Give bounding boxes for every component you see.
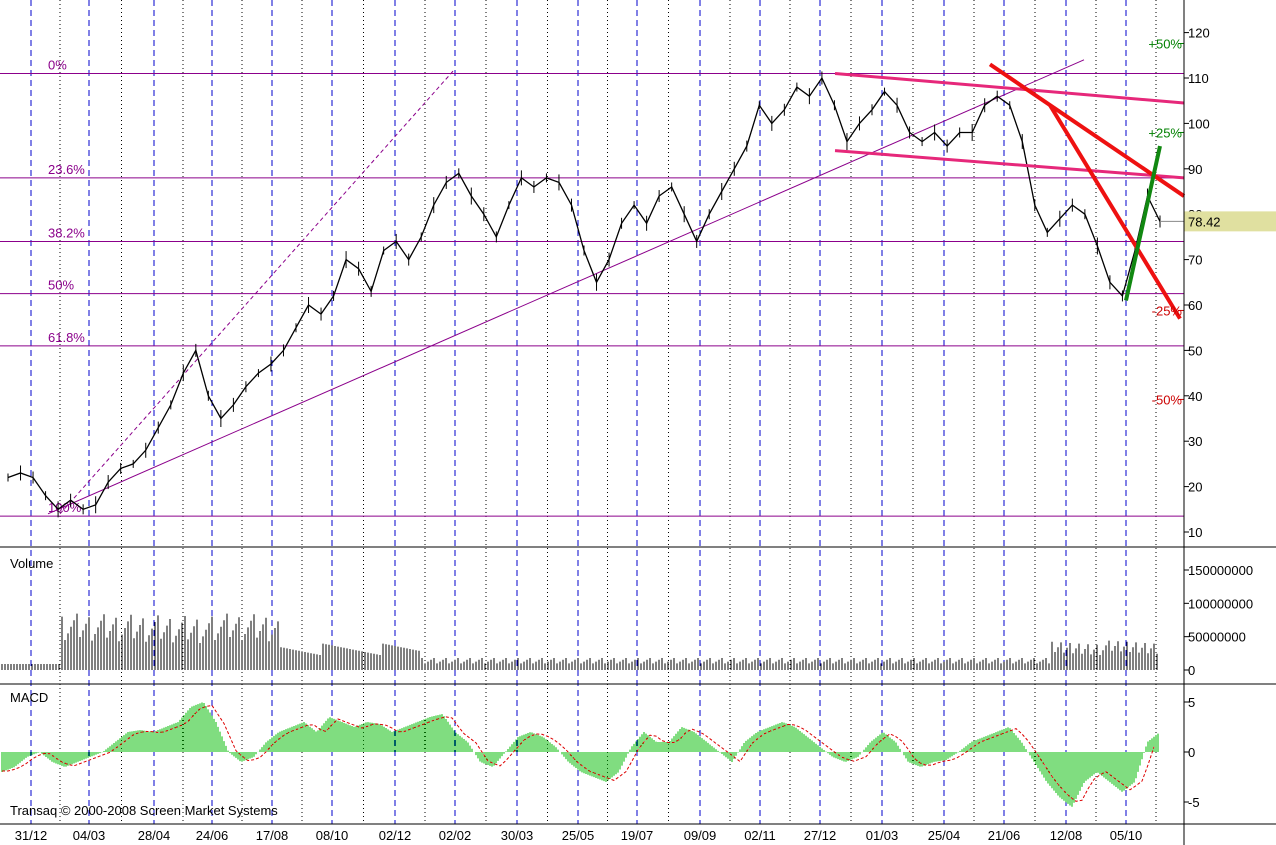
x-tick-label: 31/12 <box>15 828 48 843</box>
macd-title: MACD <box>10 690 48 705</box>
price-y-tick-label: 40 <box>1188 389 1202 404</box>
fib-level-label: 50% <box>48 278 74 293</box>
downtrend-line-steep <box>1048 104 1182 320</box>
fib-level-label: 38.2% <box>48 225 85 240</box>
copyright-text: Transaq © 2000-2008 Screen Market System… <box>10 803 278 818</box>
support-trendline <box>47 59 1085 515</box>
x-tick-label: 17/08 <box>256 828 289 843</box>
x-tick-label: 21/06 <box>988 828 1021 843</box>
x-tick-label: 28/04 <box>138 828 171 843</box>
downtrend-line <box>988 62 1186 198</box>
volume-y-tick-label: 150000000 <box>1188 563 1253 578</box>
pct-marker-label: -50% <box>1152 392 1183 407</box>
price-y-tick-label: 10 <box>1188 525 1202 540</box>
fan-trendline <box>59 68 456 515</box>
macd-signal-line <box>2 704 1155 802</box>
price-panel: 1020304050607080901001101200%23.6%38.2%5… <box>0 26 1276 540</box>
price-y-tick-label: 20 <box>1188 480 1202 495</box>
pct-marker-label: -25% <box>1152 303 1183 318</box>
x-tick-label: 19/07 <box>621 828 654 843</box>
x-tick-label: 09/09 <box>684 828 717 843</box>
fib-level-label: 61.8% <box>48 330 85 345</box>
pct-marker-label: +25% <box>1148 125 1182 140</box>
x-tick-label: 25/04 <box>928 828 961 843</box>
channel-upper-line <box>834 71 1185 105</box>
macd-panel: MACD -5 0 5 <box>1 690 1200 810</box>
fib-level-label: 100% <box>48 500 82 515</box>
x-tick-label: 02/02 <box>439 828 472 843</box>
price-y-tick-label: 60 <box>1188 298 1202 313</box>
price-y-tick-label: 120 <box>1188 26 1210 41</box>
price-y-tick-label: 70 <box>1188 253 1202 268</box>
fib-level-label: 0% <box>48 57 67 72</box>
volume-panel: Volume 0 50000000 100000000 150000000 <box>1 556 1253 678</box>
fib-level-label: 23.6% <box>48 162 85 177</box>
x-tick-label: 02/12 <box>379 828 412 843</box>
pct-marker-label: +50% <box>1148 36 1182 51</box>
macd-y-tick-label: 0 <box>1188 745 1195 760</box>
price-y-tick-label: 90 <box>1188 162 1202 177</box>
x-tick-label: 04/03 <box>73 828 106 843</box>
price-y-tick-label: 110 <box>1188 71 1209 86</box>
uptrend-line <box>1124 145 1162 301</box>
last-price-badge <box>1184 211 1276 232</box>
volume-y-tick-label: 0 <box>1188 663 1195 678</box>
volume-y-tick-label: 50000000 <box>1188 630 1246 645</box>
x-tick-label: 30/03 <box>501 828 534 843</box>
x-tick-label: 05/10 <box>1110 828 1143 843</box>
last-price-label: 78.42 <box>1188 214 1221 229</box>
x-tick-label: 01/03 <box>866 828 899 843</box>
channel-lower-line <box>834 149 1185 180</box>
price-y-tick-label: 50 <box>1188 343 1202 358</box>
x-tick-label: 27/12 <box>804 828 837 843</box>
macd-y-tick-label: 5 <box>1188 695 1195 710</box>
macd-y-tick-label: -5 <box>1188 795 1200 810</box>
price-y-tick-label: 30 <box>1188 434 1202 449</box>
x-tick-label: 24/06 <box>196 828 229 843</box>
vertical-grid <box>30 0 1157 824</box>
x-tick-label: 02/11 <box>744 828 776 843</box>
price-y-tick-label: 100 <box>1188 116 1210 131</box>
x-tick-label: 12/08 <box>1050 828 1083 843</box>
x-axis: 31/12 04/03 28/04 24/06 17/08 08/10 02/12 02/02… <box>15 828 1143 843</box>
volume-y-tick-label: 100000000 <box>1188 596 1253 611</box>
volume-title: Volume <box>10 556 53 571</box>
x-tick-label: 25/05 <box>562 828 595 843</box>
x-tick-label: 08/10 <box>316 828 349 843</box>
